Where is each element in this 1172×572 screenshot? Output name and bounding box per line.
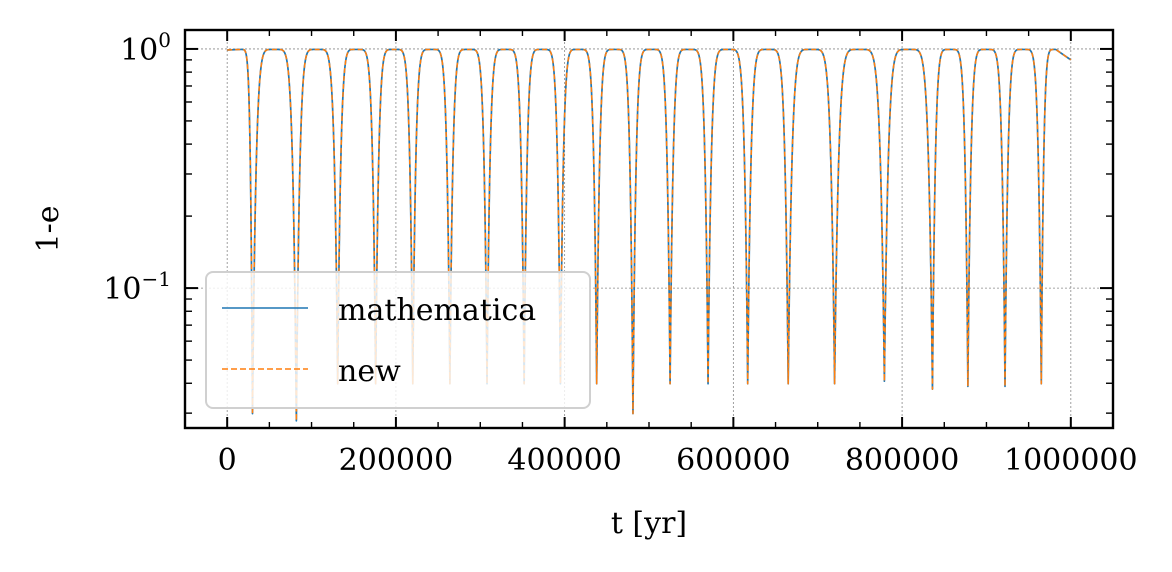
y-axis-label: 1-e — [31, 206, 66, 253]
legend: mathematica new — [205, 271, 591, 409]
x-axis-label: t [yr] — [611, 506, 687, 541]
x-tick-label: 800000 — [845, 443, 960, 478]
y-tick-label: 10−1 — [103, 267, 171, 307]
x-tick-label: 600000 — [676, 443, 791, 478]
y-tick-label: 100 — [120, 28, 171, 68]
x-tick-label: 400000 — [507, 443, 622, 478]
legend-label-new: new — [338, 354, 401, 389]
legend-label-mathematica: mathematica — [338, 293, 536, 328]
x-tick-label: 0 — [218, 443, 237, 478]
tick-labels: 0 200000 400000 600000 800000 1000000 100 10−1 — [103, 28, 1137, 478]
x-tick-label: 200000 — [339, 443, 454, 478]
ticks — [184, 30, 1114, 428]
x-tick-label: 1000000 — [1004, 443, 1138, 478]
legend-box — [205, 271, 591, 409]
